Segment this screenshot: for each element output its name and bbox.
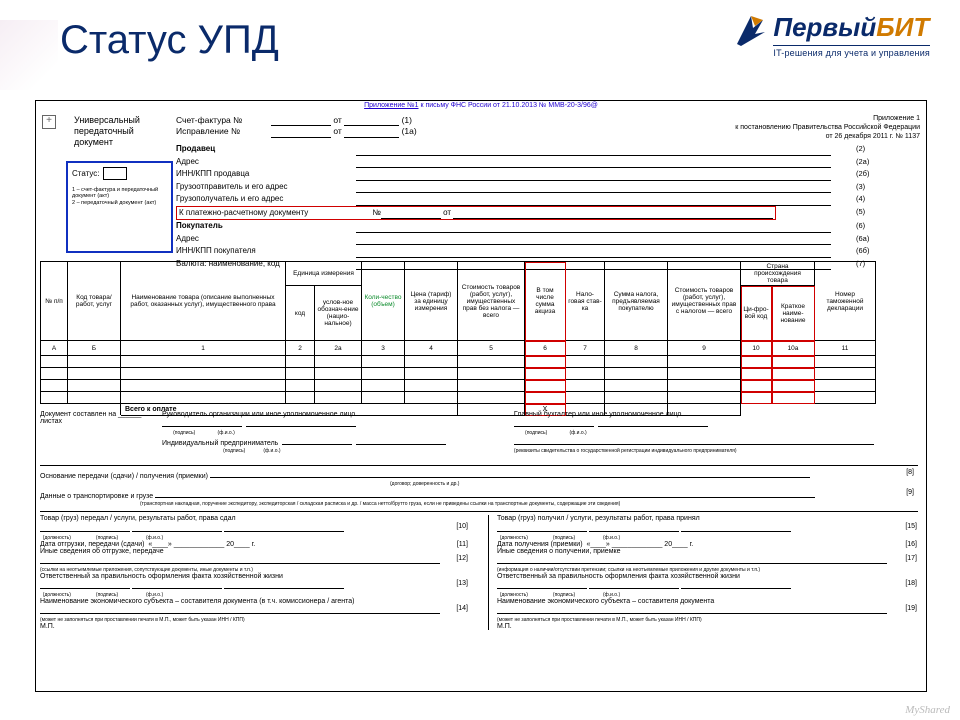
row-8: Основание передачи (сдачи) / получения (…	[40, 469, 918, 487]
transfer-left: Товар (груз) передал / услуги, результат…	[40, 515, 470, 630]
sheets-count: Документ составлен на ______ листах	[40, 411, 160, 425]
upd-form: Приложение №1 к письму ФНС России от 21.…	[35, 100, 927, 692]
logo-mark-icon	[733, 14, 767, 48]
expand-icon[interactable]: +	[42, 115, 56, 129]
status-input[interactable]	[103, 167, 127, 180]
doc-title: Универсальный передаточный документ	[74, 115, 140, 147]
slide: Статус УПД ПервыйБИТ IT-решения для учет…	[0, 0, 960, 720]
transfer-right: Товар (груз) получил / услуги, результат…	[488, 515, 919, 630]
status-legend: 1 – счет-фактура и передаточный документ…	[72, 187, 167, 206]
brand-plain: Первый	[773, 12, 876, 42]
attachment-ref: Приложение №1 к письму ФНС России от 21.…	[36, 102, 926, 109]
col-qty: Коли-чество (объем)	[362, 262, 405, 341]
status-box: Статус: 1 – счет-фактура и передаточный …	[66, 161, 173, 253]
signatures-top: Документ составлен на ______ листах Руко…	[40, 411, 920, 454]
col-excise: В том числе сумма акциза	[525, 262, 566, 341]
status-label: Статус:	[72, 169, 100, 178]
decree-ref: Приложение 1 к постановлению Правительст…	[735, 115, 920, 141]
party-fields: Продавец(2) Адрес(2а) ИНН/КПП продавца(2…	[176, 143, 831, 270]
header: Статус УПД ПервыйБИТ IT-решения для учет…	[0, 0, 960, 90]
brand-accent: БИТ	[876, 12, 929, 42]
separator	[40, 465, 918, 466]
col-country-name: Краткое наиме-нование	[772, 286, 815, 341]
attachment-ref-num: Приложение №1	[364, 102, 418, 109]
attachment-ref-txt: к письму ФНС России от 21.10.2013 № ММВ-…	[419, 102, 598, 109]
brand-tagline: IT-решения для учета и управления	[773, 45, 930, 58]
items-table: № п/п Код товара/ работ, услуг Наименова…	[40, 261, 876, 416]
payment-doc-row: К платежно-расчетному документу № от	[176, 206, 776, 221]
col-country-code: Ци-фро-вой код	[741, 286, 772, 341]
stamp-left: М.П.	[40, 623, 55, 630]
stamp-right: М.П.	[497, 623, 512, 630]
watermark: MyShared	[905, 704, 950, 716]
row-9: Данные о транспортировке и грузе [9] (тр…	[40, 489, 918, 507]
logo: ПервыйБИТ IT-решения для учета и управле…	[773, 12, 930, 58]
slide-title: Статус УПД	[60, 18, 279, 63]
invoice-numbers: Счет-фактура № от (1) Исправление № от (…	[176, 115, 417, 138]
